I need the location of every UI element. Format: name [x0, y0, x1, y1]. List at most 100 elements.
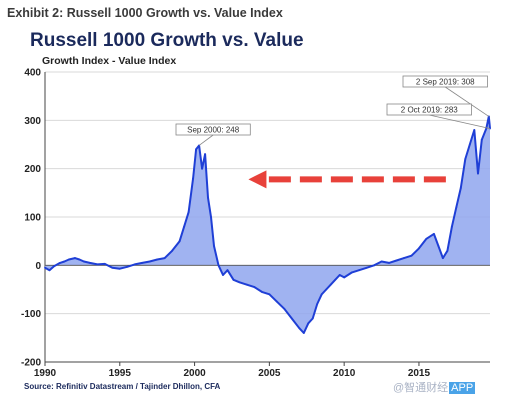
data-point	[307, 322, 310, 325]
data-point	[418, 247, 420, 250]
data-point	[82, 260, 85, 263]
data-point	[459, 187, 462, 189]
x-tick-label: 2000	[183, 368, 206, 379]
data-point	[133, 263, 136, 266]
data-point	[141, 262, 144, 264]
data-point	[178, 240, 181, 243]
data-point	[222, 274, 224, 276]
data-point	[403, 257, 405, 259]
data-point	[325, 288, 328, 291]
data-point	[450, 225, 453, 228]
data-point	[204, 153, 206, 156]
y-tick-label: 200	[24, 164, 41, 175]
data-point	[343, 276, 346, 279]
annotation-sep-2019-label: 2 Sep 2019: 308	[416, 77, 475, 86]
annotation-sep-2000-leader	[198, 134, 214, 146]
exhibit-caption: Exhibit 2: Russell 1000 Growth vs. Value…	[7, 6, 283, 20]
data-point	[373, 264, 375, 267]
annotation-sep-2019-box	[402, 75, 488, 88]
data-point	[253, 286, 256, 288]
watermark-badge: APP	[449, 382, 476, 394]
y-tick-label: 100	[24, 213, 41, 224]
annotation-oct-2019-box	[386, 103, 472, 116]
data-point	[156, 258, 159, 261]
data-point	[338, 274, 341, 276]
data-point	[464, 158, 467, 160]
annotation-sep-2019-leader	[445, 86, 490, 117]
data-point	[350, 271, 353, 274]
data-point	[380, 260, 383, 263]
y-tick-label: 300	[24, 116, 41, 127]
data-point	[468, 143, 471, 146]
watermark-text: @智通财经	[393, 382, 449, 394]
chart-subtitle: Growth Index - Value Index	[42, 55, 177, 67]
data-point	[455, 206, 458, 209]
y-tick-label: -100	[21, 309, 41, 320]
data-point	[68, 258, 70, 261]
data-point	[283, 307, 286, 310]
source-note: Source: Refinitiv Datastream / Tajinder …	[24, 382, 221, 391]
data-point	[433, 233, 435, 235]
data-point	[148, 260, 151, 263]
data-point	[395, 259, 398, 262]
data-point	[78, 258, 81, 261]
data-point	[48, 269, 51, 272]
data-point	[226, 269, 229, 272]
data-point	[44, 266, 46, 269]
data-point	[320, 293, 323, 296]
data-point	[195, 148, 197, 151]
data-point	[183, 225, 186, 228]
y-tick-label: 400	[24, 68, 41, 79]
data-point	[477, 172, 479, 175]
data-point	[316, 303, 319, 305]
data-point	[425, 237, 428, 240]
data-point	[388, 262, 390, 264]
x-tick-label: 1995	[109, 368, 132, 379]
data-point	[260, 291, 263, 293]
data-point	[210, 216, 212, 218]
data-point	[246, 283, 248, 286]
data-point	[207, 196, 209, 199]
annotation-sep-2000-label: Sep 2000: 248	[187, 125, 240, 134]
data-point	[201, 167, 203, 170]
data-point	[365, 266, 368, 269]
data-point	[217, 264, 220, 267]
data-point	[329, 283, 332, 286]
data-point	[446, 249, 449, 252]
x-tick-label: 2010	[333, 368, 356, 379]
data-point	[88, 262, 91, 264]
x-tick-label: 1990	[34, 368, 57, 379]
data-point	[275, 300, 278, 303]
data-point	[298, 327, 301, 330]
data-point	[118, 267, 121, 270]
annotation-oct-2019-leader	[429, 114, 491, 129]
x-tick-label: 2005	[258, 368, 281, 379]
data-point	[358, 269, 361, 272]
data-point	[63, 260, 66, 263]
data-point	[192, 177, 194, 180]
chart-title: Russell 1000 Growth vs. Value	[30, 30, 304, 51]
series-line	[44, 115, 491, 334]
data-point	[473, 129, 476, 131]
data-point	[268, 293, 271, 296]
data-point	[302, 332, 305, 334]
data-point	[53, 265, 55, 268]
y-tick-label: 0	[35, 261, 41, 272]
series-area	[45, 116, 490, 333]
data-point	[59, 262, 61, 264]
arrow-head	[248, 170, 267, 189]
data-point	[74, 257, 76, 259]
data-point	[187, 211, 190, 214]
data-point	[171, 249, 174, 252]
data-point	[232, 278, 235, 281]
data-point	[163, 257, 166, 259]
x-tick-label: 2015	[408, 368, 431, 379]
data-point	[103, 262, 106, 265]
data-point	[410, 254, 413, 257]
data-point	[480, 138, 483, 141]
data-point	[238, 281, 241, 284]
annotation-sep-2000-box	[175, 123, 251, 136]
data-point	[334, 278, 337, 281]
data-point	[437, 245, 440, 247]
